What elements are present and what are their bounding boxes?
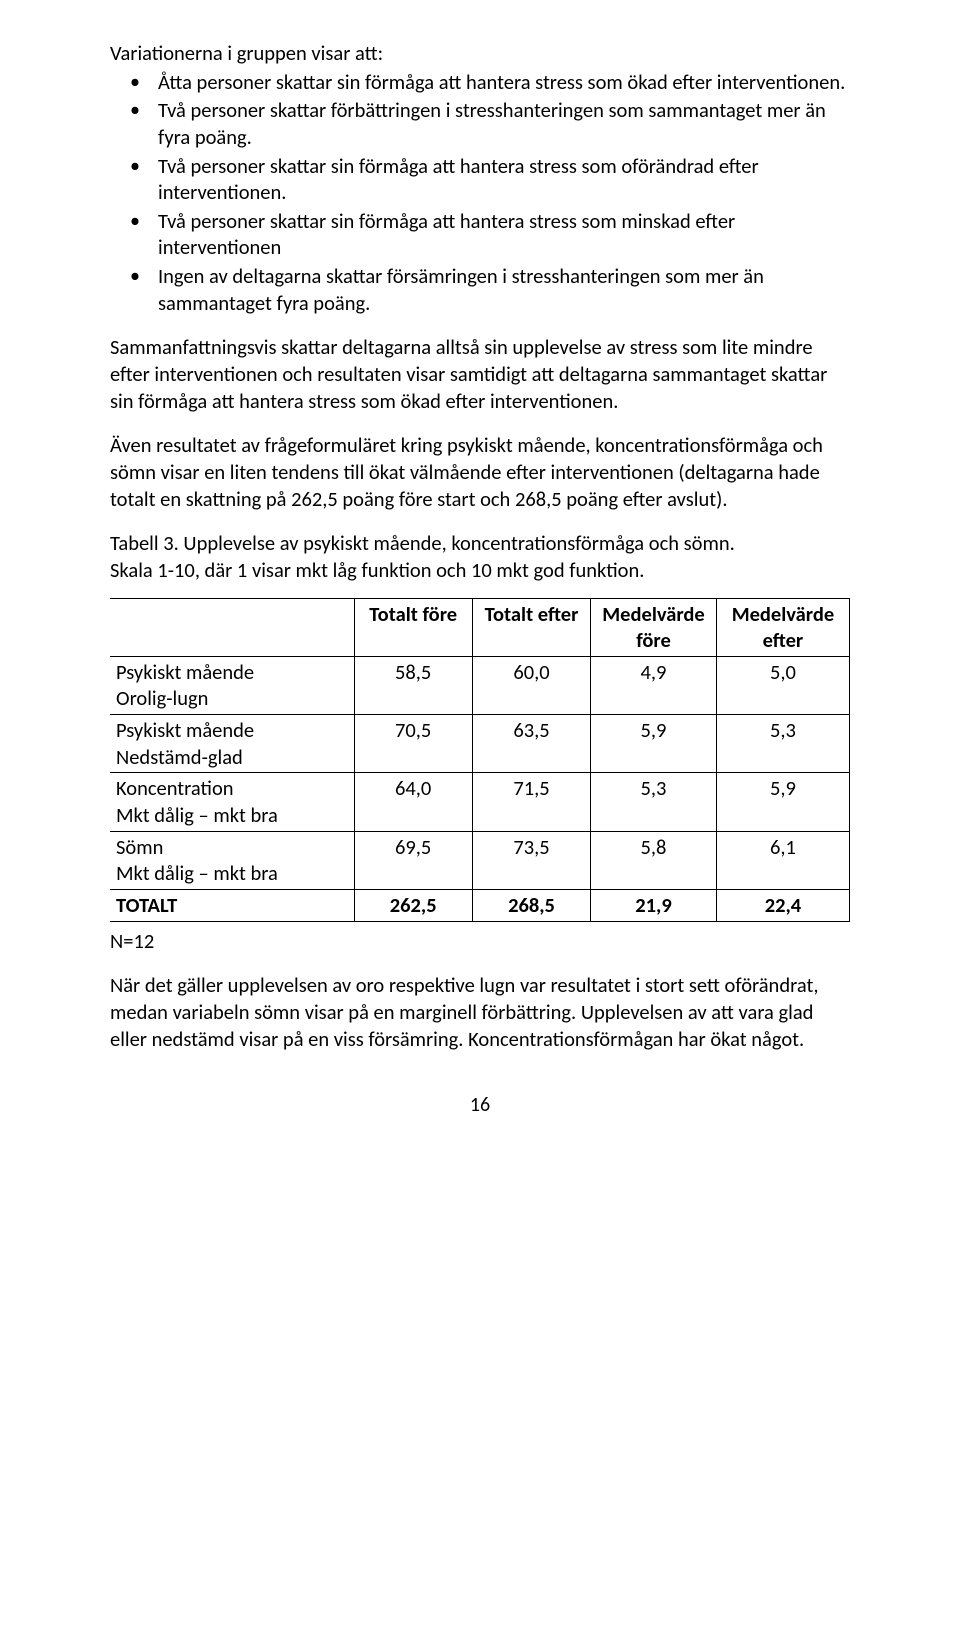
list-item: Två personer skattar sin förmåga att han… (148, 153, 850, 206)
list-item: Två personer skattar förbättringen i str… (148, 97, 850, 150)
table-header: Medelvärde efter (716, 598, 849, 656)
table-header: Totalt efter (472, 598, 590, 656)
table-header: Medelvärde före (591, 598, 717, 656)
cell: 5,3 (716, 715, 849, 773)
list-item: Ingen av deltagarna skattar försämringen… (148, 263, 850, 316)
table-header-blank (110, 598, 354, 656)
cell: 5,3 (591, 773, 717, 831)
cell: 6,1 (716, 831, 849, 889)
table-caption: Tabell 3. Upplevelse av psykiskt mående,… (110, 530, 850, 583)
table-row: Psykiskt mående Orolig-lugn 58,5 60,0 4,… (110, 656, 850, 714)
table-header: Totalt före (354, 598, 472, 656)
document-page: Variationerna i gruppen visar att: Åtta … (0, 0, 960, 1158)
row-label: Koncentration Mkt dålig – mkt bra (110, 773, 354, 831)
cell: 5,8 (591, 831, 717, 889)
table-total-row: TOTALT 262,5 268,5 21,9 22,4 (110, 889, 850, 921)
table-caption-line1: Tabell 3. Upplevelse av psykiskt mående,… (110, 530, 735, 556)
bullet-list: Åtta personer skattar sin förmåga att ha… (110, 69, 850, 317)
intro-line: Variationerna i gruppen visar att: (110, 40, 850, 67)
cell: 22,4 (716, 889, 849, 921)
cell: 63,5 (472, 715, 590, 773)
results-table: Totalt före Totalt efter Medelvärde före… (110, 598, 850, 922)
cell: 70,5 (354, 715, 472, 773)
cell: 69,5 (354, 831, 472, 889)
cell: 71,5 (472, 773, 590, 831)
cell: 60,0 (472, 656, 590, 714)
list-item: Två personer skattar sin förmåga att han… (148, 208, 850, 261)
row-label: Psykiskt mående Nedstämd-glad (110, 715, 354, 773)
table-row: Koncentration Mkt dålig – mkt bra 64,0 7… (110, 773, 850, 831)
paragraph-summary: Sammanfattningsvis skattar deltagarna al… (110, 334, 850, 414)
cell: 21,9 (591, 889, 717, 921)
paragraph-analysis: När det gäller upplevelsen av oro respek… (110, 972, 850, 1052)
cell: 5,0 (716, 656, 849, 714)
total-label: TOTALT (110, 889, 354, 921)
cell: 5,9 (716, 773, 849, 831)
cell: 64,0 (354, 773, 472, 831)
table-caption-line2: Skala 1-10, där 1 visar mkt låg funktion… (110, 557, 644, 583)
paragraph-results: Även resultatet av frågeformuläret kring… (110, 432, 850, 512)
page-number: 16 (110, 1092, 850, 1118)
row-label: Sömn Mkt dålig – mkt bra (110, 831, 354, 889)
cell: 5,9 (591, 715, 717, 773)
cell: 268,5 (472, 889, 590, 921)
table-row: Psykiskt mående Nedstämd-glad 70,5 63,5 … (110, 715, 850, 773)
list-item: Åtta personer skattar sin förmåga att ha… (148, 69, 850, 96)
cell: 73,5 (472, 831, 590, 889)
cell: 262,5 (354, 889, 472, 921)
row-label: Psykiskt mående Orolig-lugn (110, 656, 354, 714)
cell: 4,9 (591, 656, 717, 714)
table-header-row: Totalt före Totalt efter Medelvärde före… (110, 598, 850, 656)
table-row: Sömn Mkt dålig – mkt bra 69,5 73,5 5,8 6… (110, 831, 850, 889)
n-line: N=12 (110, 928, 850, 955)
cell: 58,5 (354, 656, 472, 714)
